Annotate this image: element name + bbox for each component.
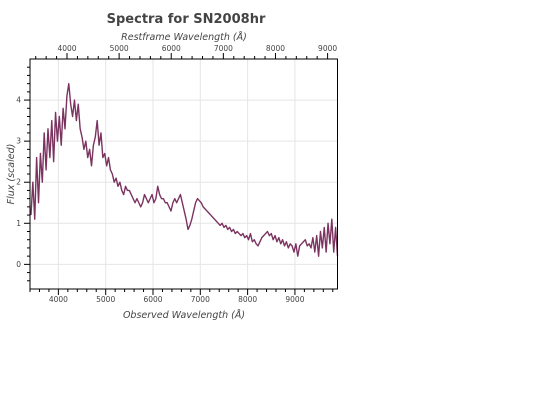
x-tick-label: 9000 [285, 295, 304, 304]
x-tick-label: 4000 [49, 295, 68, 304]
x2-tick-label: 6000 [162, 44, 181, 53]
axis-ticks: 4000 5000 6000 7000 8000 9000 4000 5000 6000 7000… [16, 44, 337, 304]
y-tick-label: 2 [16, 178, 21, 187]
y-axis-label: Flux (scaled) [6, 144, 17, 205]
x2-tick-label: 4000 [57, 44, 76, 53]
restframe-axis-label: Restframe Wavelength (Å) [121, 31, 247, 43]
x-tick-label: 7000 [191, 295, 210, 304]
y-tick-label: 3 [16, 137, 21, 146]
x2-tick-label: 7000 [214, 44, 233, 53]
x2-tick-label: 5000 [110, 44, 129, 53]
plot-frame [29, 58, 338, 290]
chart-title: Spectra for SN2008hr [107, 12, 266, 27]
y-tick-label: 1 [16, 219, 21, 228]
x-tick-label: 5000 [96, 295, 115, 304]
spectrum-line [30, 82, 339, 257]
x-tick-label: 8000 [238, 295, 257, 304]
x-tick-label: 6000 [143, 295, 162, 304]
x2-tick-label: 9000 [318, 44, 337, 53]
observed-axis-label: Observed Wavelength (Å) [123, 309, 245, 321]
grid-lines [30, 59, 338, 289]
y-tick-label: 4 [16, 96, 21, 105]
y-tick-label: 0 [16, 260, 21, 269]
x2-tick-label: 8000 [266, 44, 285, 53]
